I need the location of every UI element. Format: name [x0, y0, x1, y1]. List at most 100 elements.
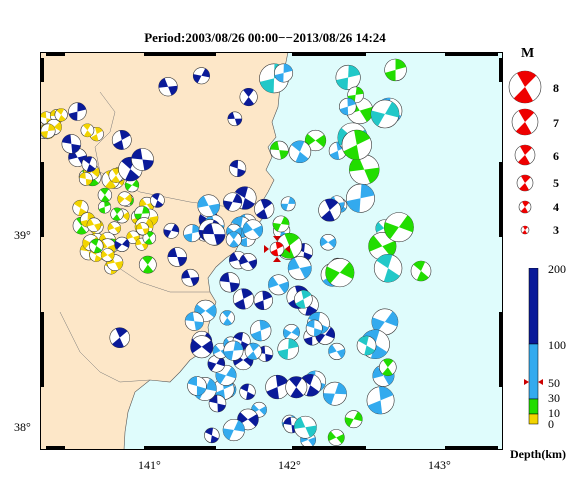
map-border: [40, 52, 503, 450]
beachball: [181, 268, 200, 287]
beachball: [61, 134, 82, 154]
map-panel: [40, 52, 503, 450]
beachball: [190, 335, 214, 359]
beachball: [183, 224, 202, 243]
magnitude-legend-symbol: [508, 70, 542, 104]
depth-tick-50: 50: [548, 376, 560, 390]
beachball: [242, 219, 264, 240]
beachball: [111, 130, 132, 150]
beachball: [68, 102, 87, 121]
prefecture-border: [59, 311, 151, 383]
beachball: [410, 260, 432, 282]
magnitude-4: 4: [553, 200, 559, 214]
lon-label-142: 142°: [278, 458, 301, 472]
depth-colorbar: [524, 268, 543, 425]
lat-label-39: 39°: [14, 228, 31, 242]
depth-tick-0: 0: [548, 417, 554, 431]
beachball: [366, 386, 395, 415]
lon-label-143: 143°: [428, 458, 451, 472]
depth-tick-30: 30: [548, 391, 560, 405]
beachball: [114, 236, 130, 252]
beachball: [383, 212, 414, 243]
magnitude-legend-symbol: [518, 200, 532, 214]
beachball: [268, 274, 289, 296]
beachball: [269, 241, 285, 257]
depth-tick-100: 100: [548, 338, 566, 352]
beachball: [110, 207, 124, 221]
beachball: [384, 58, 407, 82]
beachball: [370, 99, 400, 129]
beachball: [254, 198, 275, 220]
beachball: [167, 247, 188, 267]
magnitude-3: 3: [553, 223, 559, 237]
beachball: [222, 418, 245, 442]
highlight-marker: [273, 236, 281, 241]
beachball: [344, 410, 363, 429]
beachball: [138, 255, 157, 274]
frame-tick: [40, 312, 44, 387]
beachball: [277, 338, 299, 360]
beachball: [150, 193, 165, 208]
lon-label-141: 141°: [138, 458, 161, 472]
depth-tick-200: 200: [548, 262, 566, 276]
frame-tick: [40, 162, 44, 237]
beachball: [269, 140, 289, 160]
beachball: [305, 319, 323, 337]
beachball: [239, 383, 256, 400]
beachball: [339, 97, 357, 116]
beachball: [107, 221, 121, 235]
magnitude-legend-header: M: [521, 46, 535, 61]
beachball: [126, 230, 140, 244]
beachball: [328, 342, 346, 360]
depth-tick-10: 10: [548, 406, 560, 420]
depth-colorbar-label: Depth(km): [510, 447, 566, 461]
beachball: [250, 319, 272, 342]
beachball: [80, 123, 95, 138]
frame-tick: [445, 52, 498, 56]
beachball: [371, 308, 399, 336]
beachball: [225, 231, 242, 248]
beachball: [202, 222, 226, 246]
frame-tick: [499, 58, 503, 82]
frame-tick: [144, 446, 216, 450]
beachball: [124, 178, 140, 193]
frame-tick: [499, 162, 503, 237]
beachball: [253, 290, 273, 311]
beachball: [227, 111, 243, 127]
frame-ticks: [40, 52, 503, 450]
highlight-marker: [273, 257, 281, 262]
frame-tick: [292, 446, 366, 450]
beachball: [244, 342, 262, 360]
beachball: [207, 354, 226, 373]
magnitude-6: 6: [553, 149, 559, 163]
beachball: [232, 288, 255, 310]
beachball: [223, 340, 244, 361]
beachball: [293, 415, 317, 439]
beachball-layer: [40, 58, 432, 448]
beachball: [100, 248, 115, 262]
magnitude-legend-symbol: [520, 225, 530, 235]
frame-tick: [292, 52, 366, 56]
frame-tick: [445, 446, 498, 450]
beachball: [163, 222, 180, 239]
beachball: [97, 187, 113, 203]
beachball: [142, 231, 157, 245]
beachball: [287, 256, 312, 281]
beachball: [117, 191, 133, 207]
beachball: [187, 376, 207, 396]
frame-tick: [46, 446, 65, 450]
beachball: [54, 108, 68, 122]
magnitude-5: 5: [553, 176, 559, 190]
beachball: [86, 217, 102, 233]
magnitude-legend-symbol: [516, 174, 534, 192]
magnitude-legend-symbol: [514, 144, 536, 166]
beachball: [319, 234, 337, 251]
beachball: [204, 427, 220, 444]
beachball: [325, 258, 355, 288]
lat-label-38: 38°: [14, 420, 31, 434]
highlight-marker: [285, 245, 290, 253]
beachball: [219, 272, 240, 293]
frame-tick: [144, 52, 216, 56]
beachball: [98, 200, 112, 214]
